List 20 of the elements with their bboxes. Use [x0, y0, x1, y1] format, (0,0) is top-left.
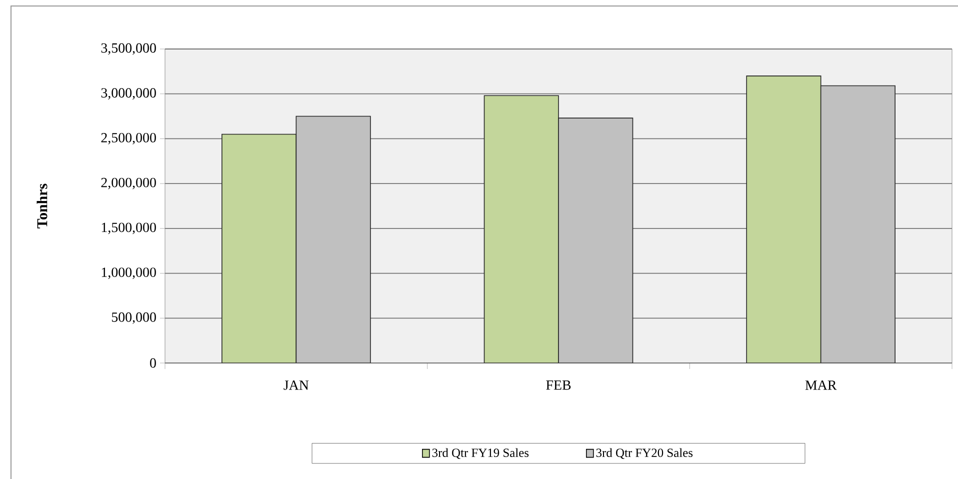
bar	[746, 76, 822, 363]
y-tick-label: 3,500,000	[101, 43, 156, 55]
legend-label: 3rd Qtr FY19 Sales	[432, 448, 529, 459]
legend-label: 3rd Qtr FY20 Sales	[596, 448, 693, 459]
x-tick-label: FEB	[546, 380, 571, 390]
bar	[296, 116, 371, 363]
x-tick-label: JAN	[284, 380, 309, 390]
bar	[820, 85, 896, 363]
y-tick-label: 500,000	[112, 312, 156, 324]
x-tick-label: MAR	[805, 380, 837, 390]
y-tick-label: 2,500,000	[101, 133, 156, 144]
y-tick-label: 2,000,000	[101, 178, 156, 190]
y-axis-title: Tonhrs	[36, 184, 48, 228]
y-tick-label: 0	[150, 358, 156, 368]
y-tick-label: 3,000,000	[101, 88, 156, 100]
bar	[222, 134, 297, 363]
y-tick-label: 1,500,000	[102, 222, 156, 234]
bar	[558, 118, 634, 363]
bar	[484, 95, 559, 363]
y-tick-label: 1,000,000	[102, 268, 156, 279]
